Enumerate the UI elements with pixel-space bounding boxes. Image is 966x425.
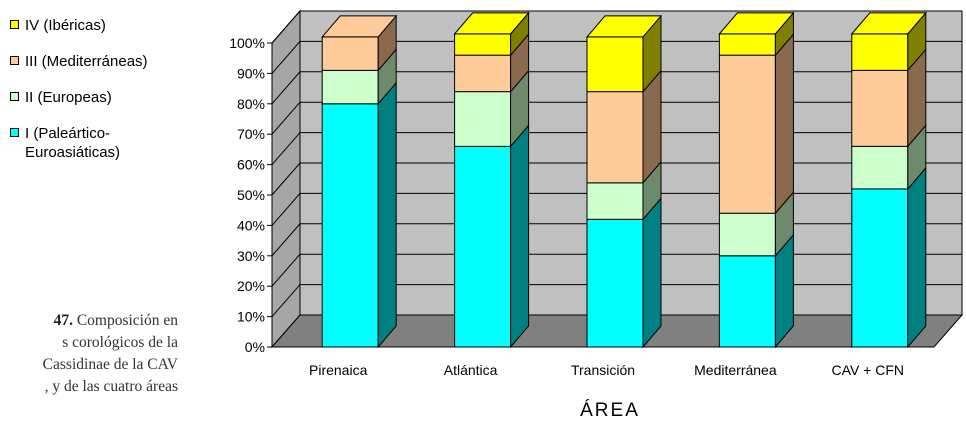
bar-segment xyxy=(718,33,776,56)
y-tick-label: 50% xyxy=(237,187,265,203)
x-tick-label: Mediterránea xyxy=(694,362,777,378)
y-tick-label: 20% xyxy=(237,278,265,294)
legend-label: III (Mediterráneas) xyxy=(25,53,148,70)
bar-top xyxy=(453,12,530,35)
legend-label: IV (Ibéricas) xyxy=(25,17,106,34)
bar-segment xyxy=(718,54,776,214)
bar-segment xyxy=(851,145,909,190)
figure-caption: 47. Composición en s corológicos de la C… xyxy=(0,310,178,398)
legend-item-i: I (Paleártico-Euroasiáticas) xyxy=(10,124,200,162)
bar-top xyxy=(585,15,663,38)
bar-segment xyxy=(454,91,512,147)
x-axis-title: ÁREA xyxy=(580,400,640,421)
gridline xyxy=(271,10,962,44)
bar-segment xyxy=(586,218,644,348)
bar-segment-side xyxy=(642,196,662,349)
stacked-bar-chart: 0% 10% 20% 30% 40% 50% 60% 70% 80% 90% 100% Pirenai… xyxy=(229,9,964,378)
bar-segment xyxy=(321,103,379,348)
y-tick-label: 10% xyxy=(237,309,265,325)
bar-segment-side xyxy=(774,32,794,215)
bar-segment xyxy=(454,145,512,348)
y-tick-label: 0% xyxy=(245,339,265,355)
bar-segment xyxy=(586,182,644,220)
legend-item-iv: IV (Ibéricas) xyxy=(10,16,200,35)
figure-caption-text: Composición en s corológicos de la Cassi… xyxy=(42,312,178,395)
legend-swatch xyxy=(10,128,19,137)
legend-label: II (Europeas) xyxy=(25,89,112,106)
bar-segment xyxy=(454,33,512,56)
legend-swatch xyxy=(10,20,19,29)
legend-swatch xyxy=(10,92,19,101)
bar-segment xyxy=(851,188,909,348)
y-tick-label: 90% xyxy=(237,65,265,81)
bar-segment xyxy=(718,212,776,257)
y-tick-label: 80% xyxy=(237,96,265,112)
bar-top xyxy=(718,12,795,35)
bar-top xyxy=(321,15,398,38)
y-tick-label: 70% xyxy=(237,126,265,142)
bar-segment xyxy=(454,54,512,93)
y-tick-label: 40% xyxy=(237,217,265,233)
bar-segment xyxy=(321,69,379,105)
x-tick-label: Atlántica xyxy=(444,362,498,378)
x-tick-label: CAV + CFN xyxy=(832,362,904,378)
bar-segment-side xyxy=(510,124,530,349)
bar-segment-side xyxy=(377,81,397,349)
bar-segment xyxy=(718,255,776,348)
bar-segment xyxy=(586,91,644,184)
y-tick-label: 100% xyxy=(229,35,265,51)
bar-segment-side xyxy=(907,166,927,349)
legend-item-iii: III (Mediterráneas) xyxy=(10,52,200,71)
bar-segment xyxy=(851,33,909,71)
y-tick-label: 60% xyxy=(237,157,265,173)
bar-top xyxy=(850,12,927,35)
x-tick-label: Transición xyxy=(571,362,635,378)
bar-segment xyxy=(851,69,909,147)
y-tick-label: 30% xyxy=(237,248,265,264)
legend-item-ii: II (Europeas) xyxy=(10,88,200,107)
x-tick-label: Pirenaica xyxy=(309,362,368,378)
bar-segment xyxy=(586,36,644,93)
legend-swatch xyxy=(10,56,19,65)
chart-legend: IV (Ibéricas) III (Mediterráneas) II (Eu… xyxy=(10,16,200,179)
legend-label: I (Paleártico-Euroasiáticas) xyxy=(25,125,121,161)
bar-segment xyxy=(321,36,379,71)
figure-number: 47. xyxy=(53,312,73,329)
